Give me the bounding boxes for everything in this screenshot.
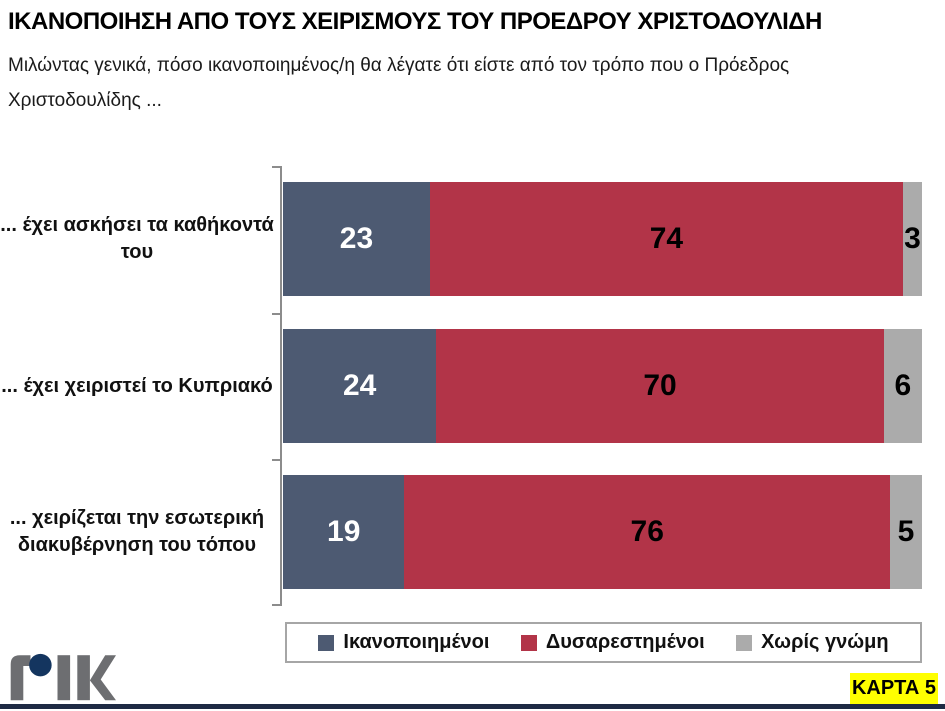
legend-swatch-icon (736, 634, 753, 651)
bar-segment-no-opinion: 5 (890, 475, 922, 589)
legend-label: Ικανοποιημένοι (343, 631, 490, 653)
bar-segment-dissatisfied: 74 (429, 182, 903, 296)
bar-row: 19 76 5 (283, 475, 922, 589)
bar-value: 3 (904, 222, 921, 255)
legend-item-no-opinion: Χωρίς γνώμη (736, 631, 889, 654)
rik-logo-icon (10, 653, 116, 701)
bar-row: 23 74 3 (283, 182, 922, 296)
bar-segment-no-opinion: 6 (883, 329, 922, 443)
axis-tick (272, 313, 280, 315)
legend-label: Δυσαρεστημένοι (545, 631, 705, 653)
category-axis-line (280, 166, 282, 606)
bar-segment-satisfied: 19 (283, 475, 405, 589)
category-label: ... έχει χειριστεί το Κυπριακό (1, 374, 273, 397)
legend-swatch-icon (520, 634, 537, 651)
legend-swatch-icon (318, 634, 335, 651)
bar-value: 74 (649, 222, 684, 255)
legend-label: Χωρίς γνώμη (761, 631, 889, 653)
category-label: ... έχει ασκήσει τα καθήκοντά του (0, 214, 274, 263)
page-subtitle: Μιλώντας γενικά, πόσο ικανοποιημένος/η θ… (8, 55, 790, 112)
bar-row: 24 70 6 (283, 329, 922, 443)
bar-segment-dissatisfied: 76 (404, 475, 891, 589)
bar-segment-dissatisfied: 70 (436, 329, 884, 443)
bottom-strip (0, 704, 945, 709)
category-label: ... χειρίζεται την εσωτερική διακυβέρνησ… (9, 507, 265, 556)
bar-value: 23 (339, 222, 374, 255)
bar-segment-no-opinion: 3 (902, 182, 922, 296)
axis-tick (272, 166, 280, 168)
axis-tick (272, 604, 280, 606)
bar-value: 19 (327, 515, 361, 548)
legend-item-satisfied: Ικανοποιημένοι (318, 631, 489, 654)
bar-value: 6 (894, 369, 912, 402)
card-badge: ΚΑΡΤΑ 5 (850, 673, 938, 704)
rik-logo (8, 648, 116, 707)
page-title: ΙΚΑΝΟΠΟΙΗΣΗ ΑΠΟ ΤΟΥΣ ΧΕΙΡΙΣΜΟΥΣ ΤΟΥ ΠΡΟΕ… (8, 8, 822, 35)
bar-value: 5 (897, 515, 915, 548)
bar-value: 76 (630, 515, 664, 548)
legend: Ικανοποιημένοι Δυσαρεστημένοι Χωρίς γνώμ… (285, 622, 922, 663)
bar-segment-satisfied: 24 (283, 329, 437, 443)
bar-value: 70 (643, 369, 677, 402)
legend-item-dissatisfied: Δυσαρεστημένοι (520, 631, 705, 654)
axis-tick (272, 459, 280, 461)
bar-segment-satisfied: 23 (283, 182, 430, 296)
bar-value: 24 (342, 369, 377, 402)
